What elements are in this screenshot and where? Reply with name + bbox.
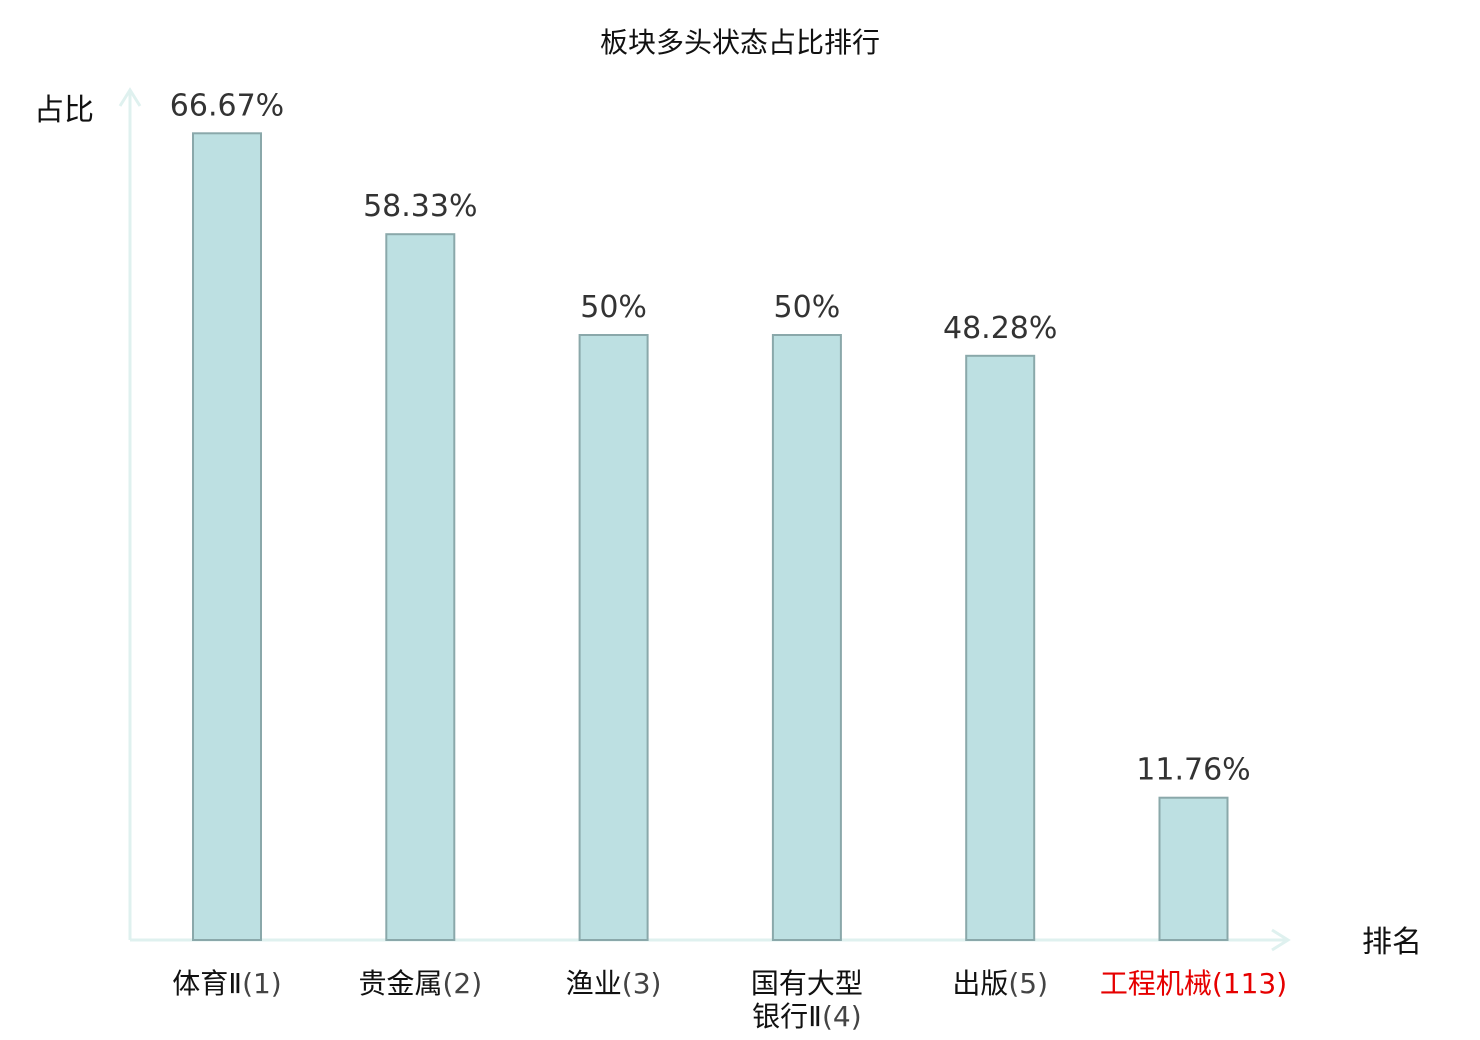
category-name: 工程机械: [1100, 967, 1212, 1000]
y-axis-arrow-icon: [118, 87, 142, 107]
category-rank: (5): [1008, 967, 1048, 1000]
category-label-5: 出版(5): [952, 967, 1048, 1000]
bar-1: [192, 132, 262, 942]
bar-2: [385, 233, 456, 941]
category-label-6: 工程机械(113): [1100, 967, 1287, 1000]
category-rank: (3): [622, 967, 662, 1000]
value-label-3: 50%: [580, 290, 647, 325]
category-label-3: 渔业(3): [566, 967, 662, 1000]
category-rank: (2): [442, 967, 482, 1000]
category-label-2: 贵金属(2): [358, 967, 482, 1000]
value-label-5: 48.28%: [943, 311, 1057, 346]
value-label-6: 11.76%: [1136, 753, 1250, 788]
category-label-4: 银行Ⅱ(4): [752, 1000, 861, 1033]
category-name: 渔业: [566, 967, 622, 1000]
value-label-4: 50%: [774, 290, 841, 325]
category-label-1: 体育Ⅱ(1): [172, 967, 281, 1000]
chart-title: 板块多头状态占比排行: [600, 26, 880, 59]
category-rank: (1): [242, 967, 282, 1000]
bar-4: [771, 334, 842, 941]
value-label-1: 66.67%: [170, 88, 284, 123]
category-label-4: 国有大型: [751, 967, 863, 1000]
category-rank: (4): [822, 1000, 862, 1033]
category-name: 银行Ⅱ: [752, 1000, 822, 1033]
x-axis-label: 排名: [1362, 925, 1422, 960]
category-name: 国有大型: [751, 967, 863, 1000]
x-axis-arrow-icon: [1271, 928, 1291, 952]
bar-5: [965, 354, 1036, 941]
y-axis-label: 占比: [34, 93, 94, 128]
category-name: 出版: [952, 967, 1008, 1000]
category-rank: (113): [1212, 967, 1287, 1000]
bar-3: [578, 334, 649, 941]
category-name: 贵金属: [358, 967, 442, 1000]
bar-6: [1158, 796, 1229, 942]
bars-group: [192, 132, 1229, 942]
value-label-2: 58.33%: [363, 189, 477, 224]
category-name: 体育Ⅱ: [172, 967, 242, 1000]
value-labels-group: 66.67% 58.33% 50% 50% 48.28% 11.76%: [170, 88, 1251, 787]
